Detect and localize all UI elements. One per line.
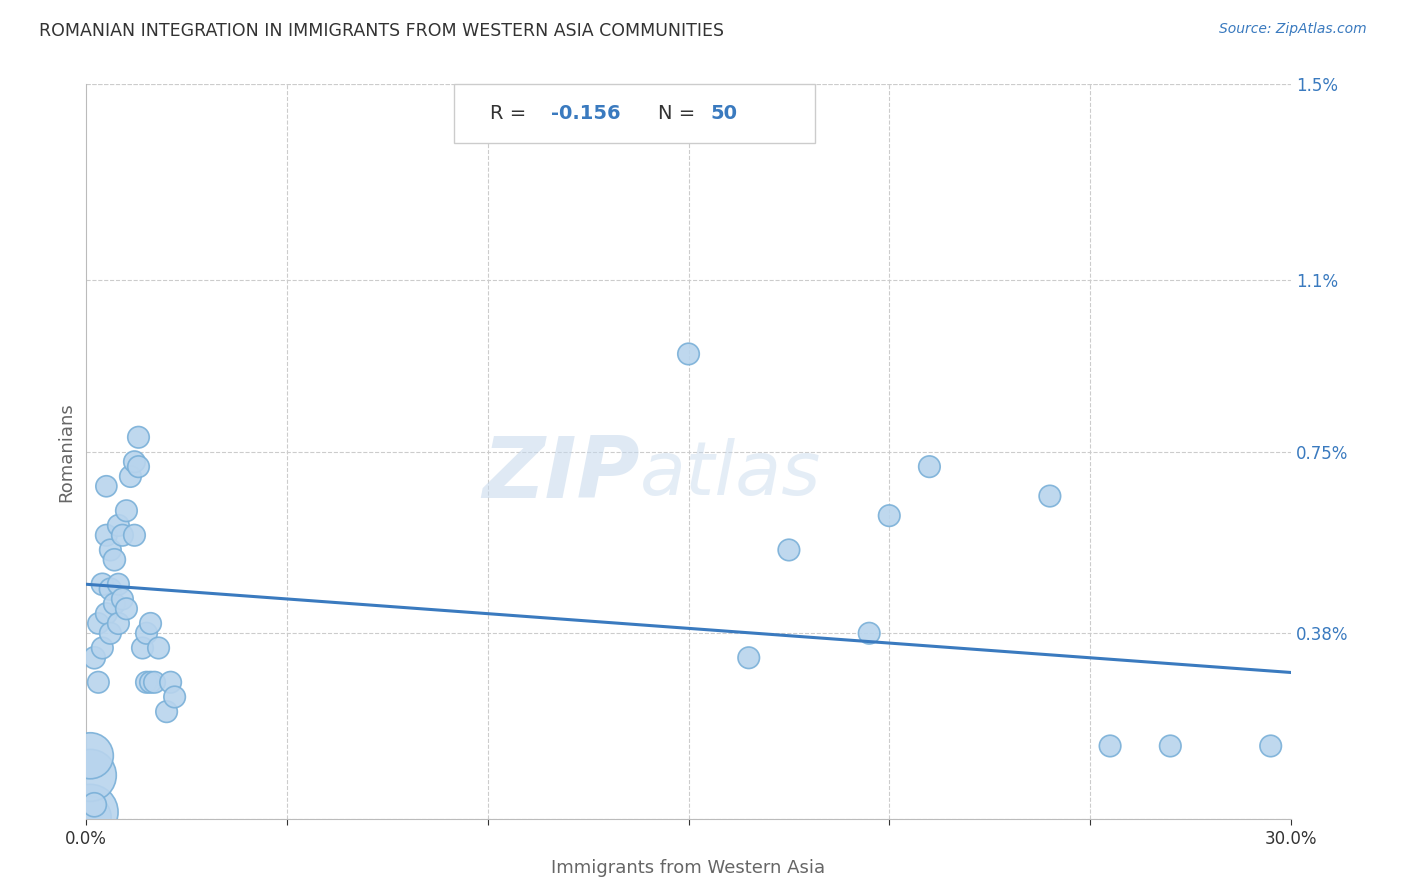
Point — [159, 675, 181, 690]
Point — [115, 504, 138, 518]
Point — [107, 616, 129, 631]
Point — [127, 430, 149, 444]
Text: -0.156: -0.156 — [551, 104, 621, 123]
Text: Source: ZipAtlas.com: Source: ZipAtlas.com — [1219, 22, 1367, 37]
Y-axis label: Romanians: Romanians — [58, 402, 75, 502]
Point — [96, 607, 118, 621]
Point — [91, 640, 114, 655]
Point — [135, 675, 157, 690]
Point — [139, 616, 162, 631]
Point — [858, 626, 880, 640]
Point — [107, 518, 129, 533]
Point — [678, 347, 700, 361]
Point — [143, 675, 166, 690]
Point — [111, 528, 134, 542]
Text: atlas: atlas — [640, 438, 821, 510]
Point — [100, 543, 122, 558]
Point — [120, 469, 142, 483]
Point — [148, 640, 170, 655]
Point — [96, 528, 118, 542]
FancyBboxPatch shape — [454, 85, 815, 144]
Text: 50: 50 — [710, 104, 737, 123]
Point — [124, 455, 146, 469]
Point — [83, 797, 105, 812]
Point — [79, 748, 101, 763]
Point — [1260, 739, 1282, 753]
Point — [103, 553, 125, 567]
Point — [103, 597, 125, 611]
Point — [918, 459, 941, 474]
Point — [79, 768, 101, 782]
Point — [115, 601, 138, 615]
Point — [87, 675, 110, 690]
Point — [111, 591, 134, 606]
Point — [127, 459, 149, 474]
Point — [135, 626, 157, 640]
Point — [87, 616, 110, 631]
Text: N =: N = — [658, 104, 702, 123]
Point — [778, 543, 800, 558]
Point — [163, 690, 186, 704]
Point — [79, 805, 101, 819]
Point — [79, 810, 101, 824]
Point — [131, 640, 153, 655]
Point — [96, 479, 118, 493]
Point — [1159, 739, 1181, 753]
Point — [100, 582, 122, 596]
Point — [91, 577, 114, 591]
Point — [124, 528, 146, 542]
Point — [877, 508, 900, 523]
Point — [738, 650, 761, 665]
Point — [155, 705, 177, 719]
Point — [139, 675, 162, 690]
Point — [83, 650, 105, 665]
Text: ZIP: ZIP — [482, 433, 640, 516]
Text: ROMANIAN INTEGRATION IN IMMIGRANTS FROM WESTERN ASIA COMMUNITIES: ROMANIAN INTEGRATION IN IMMIGRANTS FROM … — [39, 22, 724, 40]
Text: R =: R = — [489, 104, 533, 123]
X-axis label: Immigrants from Western Asia: Immigrants from Western Asia — [551, 859, 825, 877]
Point — [1099, 739, 1122, 753]
Point — [1039, 489, 1062, 503]
Point — [100, 626, 122, 640]
Point — [107, 577, 129, 591]
